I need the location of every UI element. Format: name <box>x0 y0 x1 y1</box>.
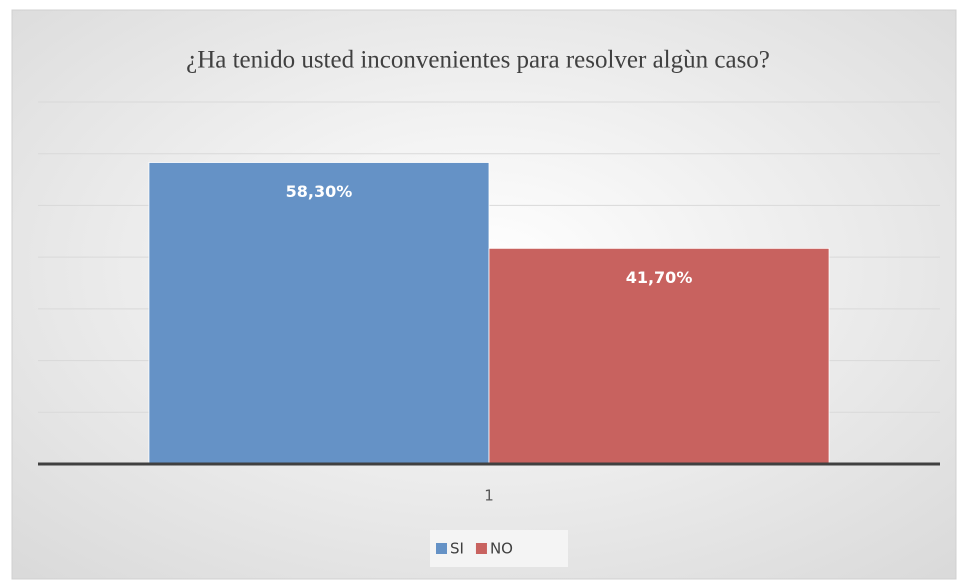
chart-title: ¿Ha tenido usted inconvenientes para res… <box>186 47 770 74</box>
legend-label: SI <box>450 540 464 558</box>
legend-swatch <box>475 543 487 554</box>
legend-swatch <box>436 543 447 554</box>
bar <box>488 247 830 465</box>
data-label: 41,70% <box>626 268 693 287</box>
legend-box <box>430 530 568 567</box>
data-label: 58,30% <box>286 182 353 201</box>
bar <box>148 162 490 465</box>
x-tick-label: 1 <box>484 487 494 505</box>
legend-label: NO <box>490 540 513 558</box>
